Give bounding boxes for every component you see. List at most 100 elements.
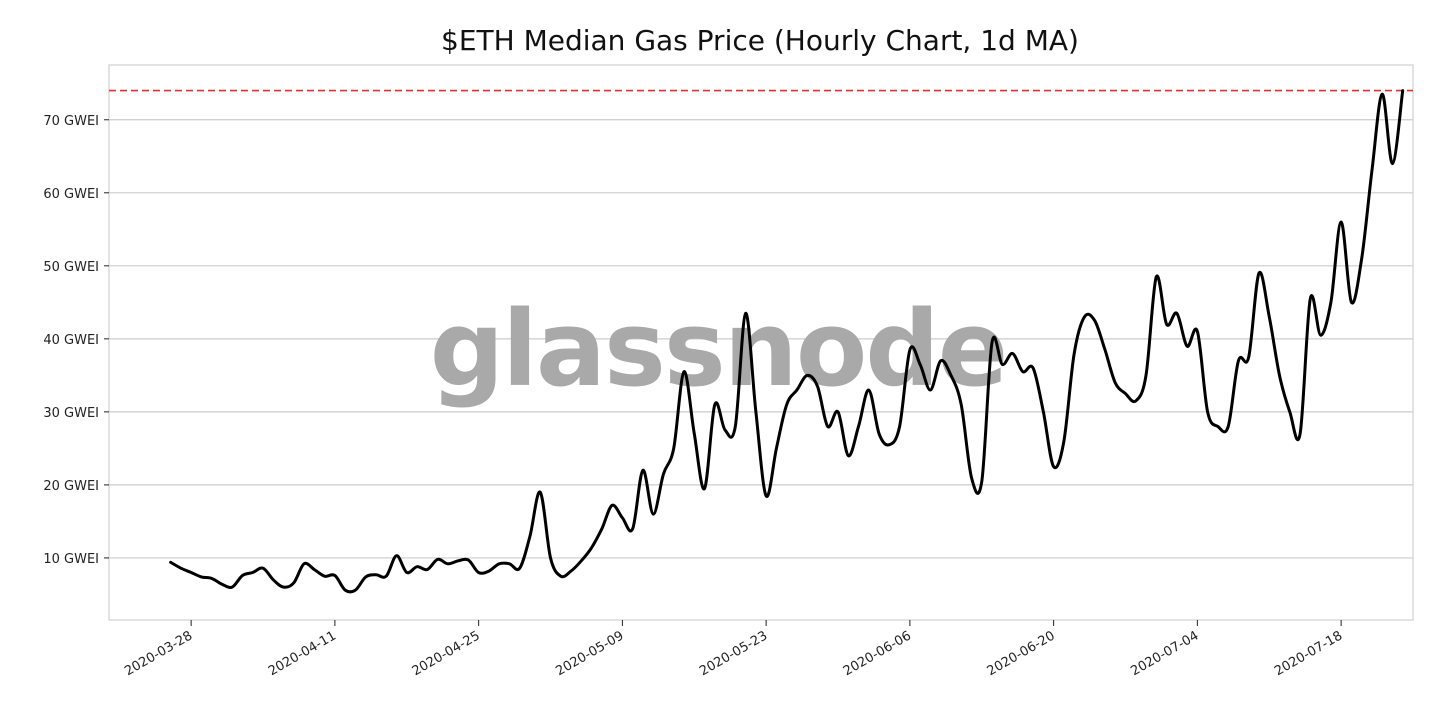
data-point [755, 411, 757, 413]
data-point [827, 425, 829, 427]
data-point [1042, 411, 1044, 413]
data-point [1052, 465, 1054, 467]
data-point [837, 411, 839, 413]
data-point [190, 571, 192, 573]
chart-title: $ETH Median Gas Price (Hourly Chart, 1d … [441, 24, 1079, 57]
data-point [816, 385, 818, 387]
x-tick-label: 2020-07-04 [1128, 628, 1201, 679]
data-point [375, 574, 377, 576]
data-point [293, 582, 295, 584]
data-point [241, 574, 243, 576]
grid-lines [109, 119, 1413, 559]
data-point [262, 567, 264, 569]
data-point [1176, 312, 1178, 314]
data-point [1217, 425, 1219, 427]
data-point [847, 455, 849, 457]
data-point [1268, 316, 1270, 318]
y-tick-label: 60 GWEI [43, 187, 99, 202]
data-point [426, 568, 428, 570]
data-point [642, 469, 644, 471]
data-point [1371, 170, 1373, 172]
data-point [1206, 411, 1208, 413]
data-point [1155, 276, 1157, 278]
data-point [1145, 374, 1147, 376]
x-tick-label: 2020-04-11 [266, 628, 339, 679]
data-point [1289, 411, 1291, 413]
data-point [1258, 272, 1260, 274]
data-point [549, 557, 551, 559]
data-point [539, 491, 541, 493]
data-point [662, 473, 664, 475]
data-point [601, 528, 603, 530]
data-point [1032, 367, 1034, 369]
data-point [457, 560, 459, 562]
data-point [1227, 425, 1229, 427]
data-point [744, 312, 746, 314]
data-point [919, 363, 921, 365]
data-point [590, 547, 592, 549]
plot-area-frame [108, 64, 1414, 621]
data-point [1011, 352, 1013, 354]
y-tick-label: 30 GWEI [43, 406, 99, 421]
data-point [703, 487, 705, 489]
data-point [724, 429, 726, 431]
data-point [1381, 93, 1383, 95]
data-point [344, 589, 346, 591]
data-point [652, 513, 654, 515]
data-point [1001, 363, 1003, 365]
data-point [683, 371, 685, 373]
data-point [611, 504, 613, 506]
data-point [1309, 298, 1311, 300]
data-point [180, 567, 182, 569]
y-tick-label: 20 GWEI [43, 479, 99, 494]
data-point [734, 425, 736, 427]
data-point [786, 403, 788, 405]
data-point [313, 568, 315, 570]
data-point [447, 563, 449, 565]
data-point [436, 558, 438, 560]
data-point [1083, 316, 1085, 318]
data-point [1361, 257, 1363, 259]
x-tick-label: 2020-06-06 [841, 628, 914, 679]
data-point [991, 341, 993, 343]
x-tick-label: 2020-03-28 [122, 628, 195, 679]
data-point [806, 374, 808, 376]
data-point [981, 480, 983, 482]
data-point [560, 575, 562, 577]
data-point [1094, 319, 1096, 321]
data-point [878, 433, 880, 435]
data-point [416, 566, 418, 568]
data-point [929, 389, 931, 391]
data-point [1114, 382, 1116, 384]
data-point [385, 575, 387, 577]
data-point [221, 583, 223, 585]
x-tick-label: 2020-05-23 [697, 628, 770, 679]
data-point [765, 495, 767, 497]
data-point [1104, 349, 1106, 351]
data-point [508, 563, 510, 565]
data-point [467, 559, 469, 561]
data-point [529, 535, 531, 537]
data-point [1402, 89, 1404, 91]
glassnode-watermark: glassnode [430, 288, 1007, 410]
y-axis: 10 GWEI 20 GWEI 30 GWEI 40 GWEI 50 GWEI 60 GW… [43, 114, 109, 567]
data-point [1135, 400, 1137, 402]
data-point [909, 349, 911, 351]
data-point [775, 447, 777, 449]
data-point [714, 403, 716, 405]
data-point [1248, 356, 1250, 358]
data-point [498, 563, 500, 565]
y-tick-label: 70 GWEI [43, 114, 99, 129]
data-point [1165, 323, 1167, 325]
data-point [888, 444, 890, 446]
data-point [406, 571, 408, 573]
data-point [693, 433, 695, 435]
data-point [673, 447, 675, 449]
data-point [898, 425, 900, 427]
data-point [211, 577, 213, 579]
data-point [1186, 345, 1188, 347]
data-point [354, 589, 356, 591]
data-point [1022, 371, 1024, 373]
x-tick-label: 2020-06-20 [985, 628, 1058, 679]
